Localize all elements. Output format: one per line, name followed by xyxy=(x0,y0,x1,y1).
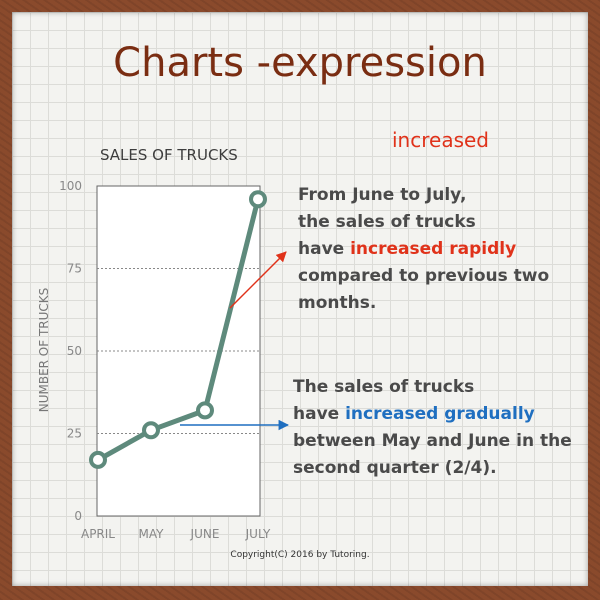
data-point xyxy=(89,450,107,469)
rapid-note-line4: compared to previous two xyxy=(298,266,550,286)
page-title: Charts -expression xyxy=(113,40,487,86)
y-tick-label: 75 xyxy=(67,262,82,276)
gradual-note: The sales of trucks have increased gradu… xyxy=(293,374,572,482)
copyright: Copyright(C) 2016 by Tutoring. xyxy=(230,550,370,560)
rapid-note-line5: months. xyxy=(298,293,377,313)
gradual-note-line1: The sales of trucks xyxy=(293,377,475,397)
data-point xyxy=(142,421,160,440)
y-tick-label: 100 xyxy=(59,179,82,193)
keyword-label: increased xyxy=(392,128,489,152)
rapid-arrow xyxy=(229,251,287,309)
x-tick-label: JUNE xyxy=(190,527,220,541)
rapid-note-line1: From June to July, xyxy=(298,185,467,205)
rapid-note: From June to July, the sales of trucks h… xyxy=(298,182,549,317)
rapid-note-line3: have increased rapidly xyxy=(298,236,549,263)
gradual-note-line4: second quarter (2/4). xyxy=(293,458,497,478)
chart-title: SALES OF TRUCKS xyxy=(100,146,238,164)
gradual-note-line3: between May and June in the xyxy=(293,431,572,451)
rapid-note-prefix: have xyxy=(298,239,351,259)
x-tick-label: MAY xyxy=(139,527,165,541)
series-line xyxy=(95,196,261,463)
x-tick-label: APRIL xyxy=(81,527,115,541)
gradual-note-line2: have increased gradually xyxy=(293,401,572,428)
y-tick-label: 25 xyxy=(67,427,82,441)
data-point xyxy=(249,190,267,209)
y-tick-label: 0 xyxy=(74,509,82,523)
x-tick-label: JULY xyxy=(245,527,271,541)
rapid-highlight: increased rapidly xyxy=(350,239,517,259)
gradual-highlight: increased gradually xyxy=(345,404,535,424)
gradual-note-prefix: have xyxy=(293,404,346,424)
y-tick-label: 50 xyxy=(67,344,82,358)
rapid-note-line2: the sales of trucks xyxy=(298,212,476,232)
data-point xyxy=(196,401,214,420)
